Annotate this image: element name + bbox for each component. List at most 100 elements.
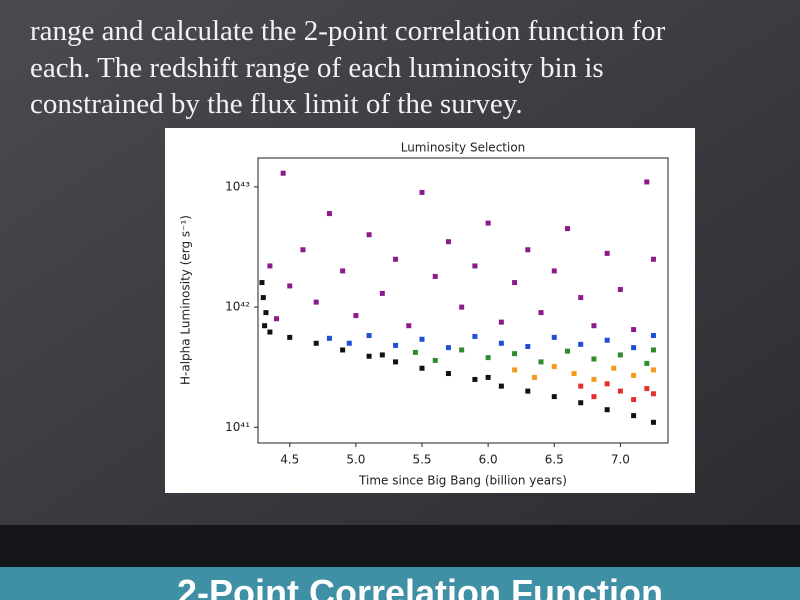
scatter-point: [472, 333, 478, 339]
scatter-point: [611, 365, 617, 371]
scatter-point: [346, 340, 352, 346]
scatter-point: [472, 376, 478, 382]
scatter-point: [650, 419, 656, 425]
y-tick-label: 10⁴³: [225, 179, 250, 193]
scatter-point: [260, 295, 266, 301]
scatter-point: [419, 336, 425, 342]
scatter-point: [287, 283, 293, 289]
scatter-point: [551, 364, 557, 370]
scatter-point: [631, 397, 637, 403]
scatter-point: [551, 334, 557, 340]
x-tick-label: 5.5: [412, 453, 431, 467]
scatter-point: [644, 360, 650, 366]
scatter-point: [498, 319, 504, 325]
scatter-point: [419, 365, 425, 371]
scatter-point: [617, 287, 623, 293]
scatter-point: [432, 357, 438, 363]
scatter-point: [280, 170, 286, 176]
x-tick-label: 4.5: [280, 453, 299, 467]
scatter-point: [287, 334, 293, 340]
scatter-point: [578, 400, 584, 406]
scatter-point: [340, 268, 346, 274]
scatter-point: [393, 359, 399, 365]
scatter-point: [485, 374, 491, 380]
dark-strip: [0, 525, 800, 567]
scatter-point: [267, 263, 273, 269]
scatter-point: [263, 310, 269, 316]
scatter-point: [340, 347, 346, 353]
scatter-point: [379, 290, 385, 296]
paragraph-line: range and calculate the 2-point correlat…: [30, 15, 666, 47]
scatter-point: [531, 374, 537, 380]
scatter-point: [445, 371, 451, 377]
scatter-point: [525, 344, 531, 350]
scatter-point: [498, 383, 504, 389]
scatter-point: [604, 337, 610, 343]
scatter-point: [326, 335, 332, 341]
paragraph-line: each. The redshift range of each luminos…: [30, 52, 604, 84]
scatter-point: [571, 371, 577, 377]
paragraph-line: constrained by the flux limit of the sur…: [30, 88, 523, 120]
scatter-point: [313, 299, 319, 305]
scatter-point: [445, 239, 451, 245]
scatter-point: [538, 310, 544, 316]
y-tick-label: 10⁴¹: [225, 420, 250, 434]
scatter-point: [650, 367, 656, 373]
scatter-point: [366, 232, 372, 238]
scatter-point: [512, 351, 518, 357]
scatter-point: [551, 268, 557, 274]
scatter-point: [631, 413, 637, 419]
scatter-point: [631, 327, 637, 333]
scatter-point: [262, 323, 268, 329]
y-axis-label: H-alpha Luminosity (erg s⁻¹): [179, 215, 193, 385]
scatter-point: [459, 304, 465, 310]
scatter-point: [512, 280, 518, 286]
scatter-point: [274, 316, 280, 322]
y-tick-label: 10⁴²: [225, 300, 250, 314]
scatter-point: [578, 383, 584, 389]
scatter-point: [644, 179, 650, 185]
scatter-point: [406, 323, 412, 329]
scatter-point: [366, 353, 372, 359]
scatter-point: [578, 295, 584, 301]
x-tick-label: 5.0: [346, 453, 365, 467]
scatter-point: [313, 340, 319, 346]
scatter-point: [379, 352, 385, 358]
scatter-point: [393, 342, 399, 348]
scatter-point: [432, 273, 438, 279]
scatter-point: [604, 250, 610, 256]
scatter-point: [650, 256, 656, 262]
scatter-point: [591, 376, 597, 382]
scatter-point: [564, 348, 570, 354]
x-tick-label: 6.0: [479, 453, 498, 467]
scatter-point: [617, 388, 623, 394]
scatter-point: [631, 345, 637, 351]
scatter-point: [617, 352, 623, 358]
scatter-point: [472, 263, 478, 269]
scatter-point: [259, 280, 265, 286]
x-tick-label: 6.5: [545, 453, 564, 467]
scatter-point: [650, 391, 656, 397]
scatter-point: [591, 356, 597, 362]
scatter-point: [551, 394, 557, 400]
x-tick-label: 7.0: [611, 453, 630, 467]
scatter-point: [393, 256, 399, 262]
scatter-point: [326, 211, 332, 217]
scatter-point: [267, 329, 273, 335]
scatter-point: [604, 407, 610, 413]
x-axis-label: Time since Big Bang (billion years): [358, 474, 567, 488]
scatter-point: [412, 349, 418, 355]
scatter-point: [485, 355, 491, 361]
scatter-point: [525, 388, 531, 394]
scatter-point: [591, 323, 597, 329]
scatter-point: [445, 345, 451, 351]
scatter-point: [498, 340, 504, 346]
chart-card: [165, 128, 695, 493]
chart-title: Luminosity Selection: [401, 141, 526, 155]
scatter-point: [512, 367, 518, 373]
scatter-point: [631, 372, 637, 378]
banner-background: [0, 567, 800, 600]
scatter-point: [366, 333, 372, 339]
scatter-point: [564, 226, 570, 232]
